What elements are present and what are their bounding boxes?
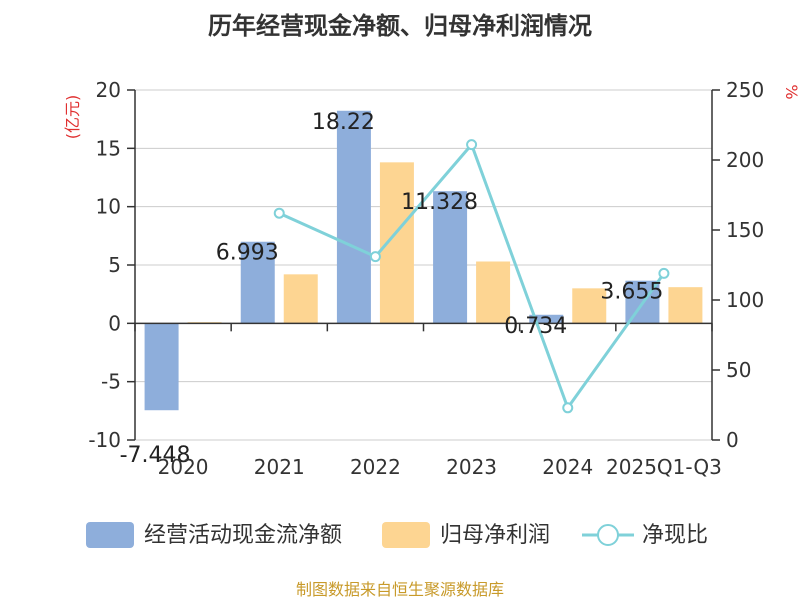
y-right-tick-label: 50 <box>726 358 751 382</box>
legend: 经营活动现金流净额 归母净利润 净现比 <box>86 522 708 548</box>
bar-profit <box>572 288 607 324</box>
bar-cashflow <box>144 323 179 411</box>
y-right-tick-label: 150 <box>726 218 764 242</box>
x-tick-label: 2020 <box>158 455 209 479</box>
y-left-tick-label: 0 <box>108 311 121 335</box>
legend-label-ratio: 净现比 <box>642 523 708 548</box>
ratio-point <box>658 267 670 279</box>
legend-swatch-cashflow <box>86 522 134 548</box>
bar-cashflow <box>336 110 371 324</box>
y-left-unit-label: (亿元) <box>63 95 82 140</box>
bar-value-label: 3.655 <box>600 280 663 305</box>
y-left-tick-label: 5 <box>108 253 121 277</box>
bar-profit <box>668 287 703 324</box>
x-tick-label: 2025Q1-Q3 <box>606 455 722 479</box>
chart-title: 历年经营现金净额、归母净利润情况 <box>208 12 592 40</box>
y-left-tick-label: -5 <box>101 370 121 394</box>
x-tick-label: 2023 <box>446 455 497 479</box>
legend-label-profit: 归母净利润 <box>440 523 550 548</box>
bar-value-label: 6.993 <box>216 241 279 266</box>
bar-value-label: -7.448 <box>120 443 191 468</box>
x-tick-label: 2022 <box>350 455 401 479</box>
y-right-unit-label: % <box>782 84 800 99</box>
ratio-point <box>466 139 478 151</box>
y-left-tick-label: 20 <box>96 78 121 102</box>
bar-value-label: 11.328 <box>401 190 478 215</box>
x-tick-label: 2021 <box>254 455 305 479</box>
y-left-tick-label: 15 <box>96 136 121 160</box>
bar-profit <box>379 162 414 324</box>
bar-cashflow <box>529 314 564 324</box>
y-right-tick-label: 200 <box>726 148 764 172</box>
legend-swatch-profit <box>382 522 430 548</box>
bar-value-label: 0.734 <box>504 314 567 339</box>
y-left-tick-label: -10 <box>88 428 121 452</box>
legend-label-cashflow: 经营活动现金流净额 <box>144 523 342 548</box>
bar-profit <box>283 274 318 324</box>
bar-cashflow <box>240 241 275 324</box>
ratio-point <box>562 402 574 414</box>
source-note: 制图数据来自恒生聚源数据库 <box>296 580 504 599</box>
y-right-tick-label: 0 <box>726 428 739 452</box>
y-right-tick-label: 250 <box>726 78 764 102</box>
x-tick-label: 2024 <box>542 455 593 479</box>
bar-cashflow <box>433 191 468 324</box>
y-right-tick-label: 100 <box>726 288 764 312</box>
legend-marker-ratio <box>597 524 619 546</box>
data-labels: -7.448 6.993 18.22 11.328 0.734 3.655 <box>120 110 664 468</box>
y-left-tick-label: 10 <box>96 195 121 219</box>
ratio-point <box>273 207 285 219</box>
bar-value-label: 18.22 <box>312 110 375 135</box>
ratio-line <box>273 139 670 414</box>
bar-profit <box>476 261 511 324</box>
axes <box>127 89 720 441</box>
ratio-point <box>369 251 381 263</box>
